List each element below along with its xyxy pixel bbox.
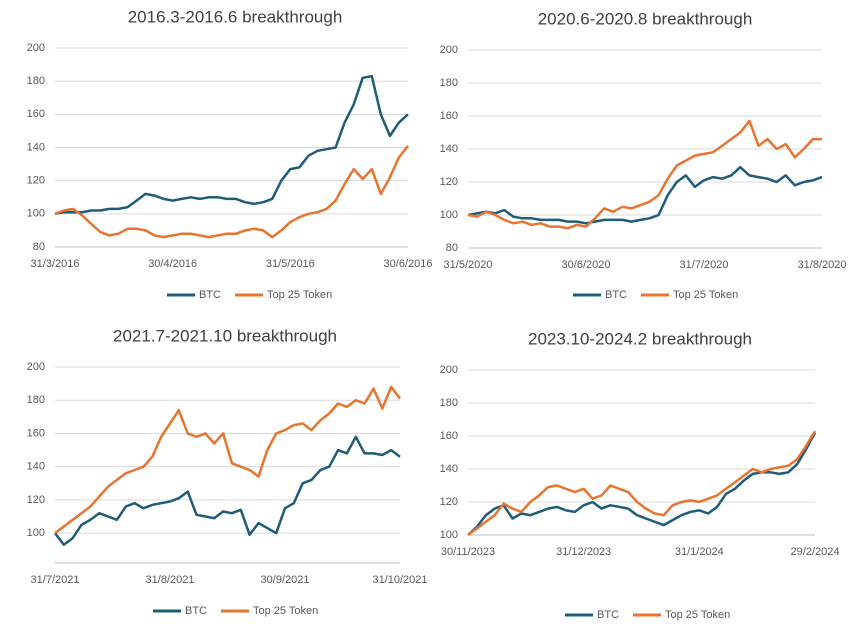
y-tick-label: 140 bbox=[440, 463, 458, 475]
series-line bbox=[467, 119, 822, 230]
chart: 2016.3-2016.6 breakthrough 80 100 120 140 160… bbox=[27, 7, 433, 300]
y-tick-label: 200 bbox=[27, 42, 45, 54]
x-tick-label: 31/12/2023 bbox=[556, 546, 611, 558]
y-tick-label: 140 bbox=[440, 143, 458, 155]
x-tick-label: 31/3/2016 bbox=[31, 258, 80, 270]
y-tick-label: 100 bbox=[440, 529, 458, 541]
legend-label: Top 25 Token bbox=[267, 289, 332, 301]
series-line bbox=[467, 432, 817, 536]
x-tick-label: 31/8/2020 bbox=[798, 259, 847, 271]
y-tick-label: 200 bbox=[440, 44, 458, 56]
x-tick-label: 30/11/2023 bbox=[441, 546, 495, 558]
y-tick-label: 200 bbox=[440, 364, 458, 376]
x-tick-label: 29/2/2024 bbox=[791, 546, 840, 558]
y-tick-label: 160 bbox=[440, 110, 458, 122]
legend-label: BTC bbox=[605, 289, 627, 301]
x-tick-label: 31/7/2021 bbox=[31, 574, 80, 586]
y-tick-label: 200 bbox=[27, 361, 45, 373]
y-tick-label: 180 bbox=[440, 397, 458, 409]
y-tick-label: 180 bbox=[27, 75, 45, 87]
x-tick-label: 30/6/2020 bbox=[562, 259, 611, 271]
y-tick-label: 120 bbox=[27, 494, 45, 506]
x-tick-label: 31/7/2020 bbox=[680, 259, 729, 271]
y-tick-label: 120 bbox=[27, 175, 45, 187]
y-tick-label: 160 bbox=[440, 430, 458, 442]
series-line bbox=[54, 385, 401, 535]
y-tick-label: 120 bbox=[440, 176, 458, 188]
legend-label: BTC bbox=[185, 605, 207, 617]
y-tick-label: 180 bbox=[27, 394, 45, 406]
legend-label: BTC bbox=[597, 609, 619, 621]
x-tick-label: 30/4/2016 bbox=[148, 258, 197, 270]
x-tick-label: 31/10/2021 bbox=[372, 574, 427, 586]
x-tick-label: 31/5/2020 bbox=[444, 259, 493, 271]
y-tick-label: 100 bbox=[440, 209, 458, 221]
y-tick-label: 140 bbox=[27, 141, 45, 153]
y-tick-label: 160 bbox=[27, 108, 45, 120]
chart: 2023.10-2024.2 breakthrough 100 120 140 160 1… bbox=[440, 329, 840, 620]
y-tick-label: 140 bbox=[27, 461, 45, 473]
y-tick-label: 100 bbox=[27, 208, 45, 220]
chart: 2021.7-2021.10 breakthrough 100 120 140 160 1… bbox=[27, 326, 428, 616]
y-tick-label: 180 bbox=[440, 77, 458, 89]
y-tick-label: 160 bbox=[27, 427, 45, 439]
y-tick-label: 80 bbox=[33, 241, 45, 253]
x-tick-label: 30/9/2021 bbox=[261, 574, 310, 586]
chart-title: 2023.10-2024.2 breakthrough bbox=[528, 329, 752, 348]
x-tick-label: 31/8/2021 bbox=[146, 574, 195, 586]
y-tick-label: 120 bbox=[440, 496, 458, 508]
x-tick-label: 31/1/2024 bbox=[675, 546, 724, 558]
y-tick-label: 100 bbox=[27, 527, 45, 539]
x-tick-label: 31/5/2016 bbox=[266, 258, 315, 270]
series-line bbox=[54, 145, 409, 239]
chart-title: 2021.7-2021.10 breakthrough bbox=[113, 326, 337, 345]
legend-label: BTC bbox=[199, 289, 221, 301]
x-tick-label: 30/6/2016 bbox=[384, 258, 433, 270]
series-line bbox=[467, 165, 823, 225]
y-tick-label: 80 bbox=[446, 242, 458, 254]
series-line bbox=[54, 435, 401, 546]
legend-label: Top 25 Token bbox=[253, 605, 318, 617]
series-line bbox=[54, 74, 409, 216]
chart-title: 2020.6-2020.8 breakthrough bbox=[538, 9, 753, 28]
series-line bbox=[467, 430, 817, 537]
chart: 2020.6-2020.8 breakthrough 80 100 120 140 160… bbox=[440, 9, 847, 300]
legend-label: Top 25 Token bbox=[665, 609, 730, 621]
legend-label: Top 25 Token bbox=[673, 289, 738, 301]
chart-title: 2016.3-2016.6 breakthrough bbox=[128, 7, 343, 26]
